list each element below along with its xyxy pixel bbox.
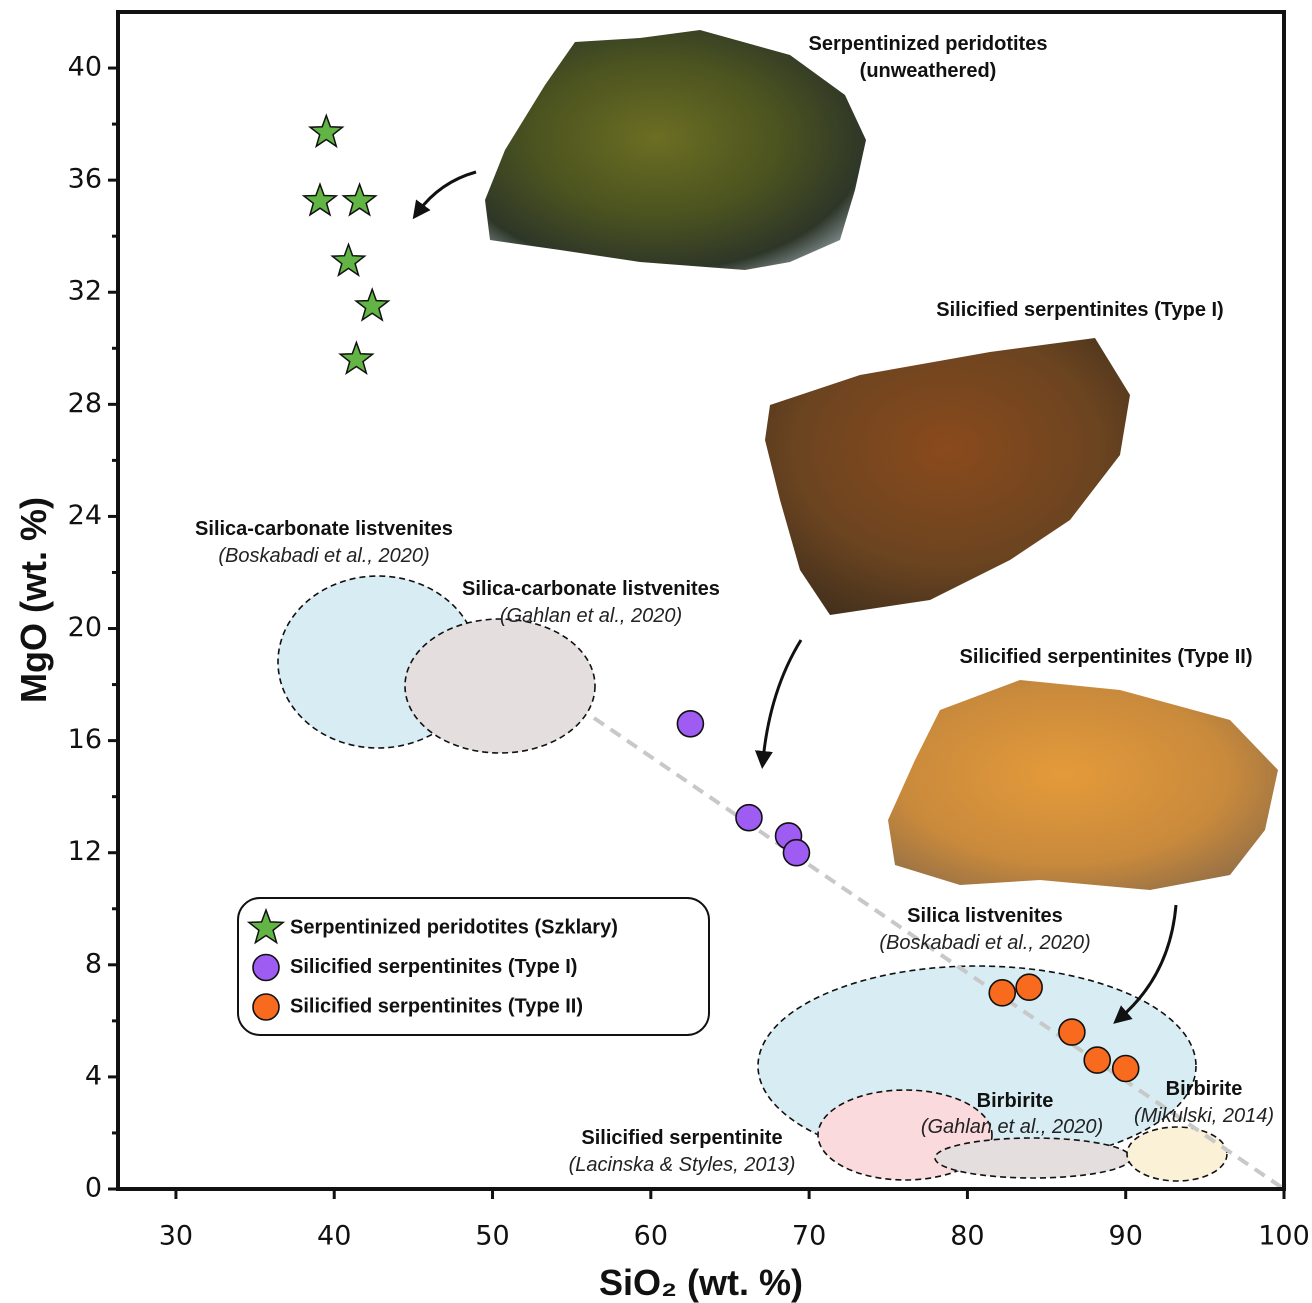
x-axis-label: SiO₂ (wt. %) bbox=[599, 1262, 803, 1303]
y-axis-label: MgO (wt. %) bbox=[13, 497, 54, 703]
chart: 30 40 50 60 70 80 90 100 0 4 8 12 16 20 24 28 32 36 40 Ser… bbox=[0, 0, 1312, 1303]
y-tick-label: 36 bbox=[68, 164, 102, 195]
annotation: (unweathered) bbox=[860, 60, 997, 82]
photo-silicified-type-i bbox=[765, 338, 1130, 615]
arrow bbox=[763, 640, 801, 760]
y-tick-label: 12 bbox=[68, 836, 102, 867]
annotation: Silica listvenites bbox=[907, 905, 1063, 927]
x-tick-label: 60 bbox=[634, 1221, 668, 1252]
circle-marker bbox=[677, 711, 703, 737]
photos bbox=[418, 30, 1278, 1018]
x-tick-label: 90 bbox=[1109, 1221, 1143, 1252]
annotation: Silicified serpentinites (Type II) bbox=[959, 646, 1252, 668]
circle-marker bbox=[1059, 1019, 1085, 1045]
star-marker bbox=[356, 289, 388, 320]
annotation-source: (Lacinska & Styles, 2013) bbox=[569, 1154, 796, 1176]
photo-serpentinized-peridotite bbox=[485, 30, 866, 270]
y-tick-label: 0 bbox=[85, 1173, 102, 1204]
y-tick-label: 40 bbox=[68, 52, 102, 83]
region-birbirite-gahlan bbox=[935, 1138, 1131, 1178]
y-tick-label: 4 bbox=[85, 1060, 102, 1091]
x-tick-label: 50 bbox=[475, 1221, 509, 1252]
star-marker bbox=[332, 244, 364, 275]
annotation: Silicified serpentinites (Type I) bbox=[936, 299, 1223, 321]
legend-marker bbox=[253, 994, 279, 1020]
region-birbirite-mikulski bbox=[1127, 1127, 1227, 1181]
annotation: Silica-carbonate listvenites bbox=[462, 578, 720, 600]
star-marker bbox=[340, 343, 372, 374]
y-tick-label: 16 bbox=[68, 724, 102, 755]
y-tick-label: 28 bbox=[68, 388, 102, 419]
annotation: Birbirite bbox=[977, 1090, 1054, 1112]
annotation-source: (Boskabadi et al., 2020) bbox=[879, 932, 1090, 954]
x-tick-label: 40 bbox=[317, 1221, 351, 1252]
star-marker bbox=[304, 184, 336, 215]
x-tick-label: 70 bbox=[792, 1221, 826, 1252]
x-tick-label: 100 bbox=[1258, 1221, 1310, 1252]
annotation-source: (Boskabadi et al., 2020) bbox=[218, 545, 429, 567]
circle-marker bbox=[989, 980, 1015, 1006]
legend-label: Serpentinized peridotites (Szklary) bbox=[290, 916, 618, 938]
x-tick-label: 80 bbox=[950, 1221, 984, 1252]
annotation-source: (Gahlan et al., 2020) bbox=[500, 605, 682, 627]
annotation: Birbirite bbox=[1166, 1078, 1243, 1100]
circle-marker bbox=[1113, 1055, 1139, 1081]
annotation: Silica-carbonate listvenites bbox=[195, 518, 453, 540]
annotation: Silicified serpentinite bbox=[581, 1127, 782, 1149]
circle-marker bbox=[783, 840, 809, 866]
legend-marker bbox=[253, 955, 279, 981]
circle-marker bbox=[1084, 1047, 1110, 1073]
photo-silicified-type-ii bbox=[888, 680, 1278, 890]
annotation: Serpentinized peridotites bbox=[809, 33, 1048, 55]
legend: Serpentinized peridotites (Szklary) Silic… bbox=[249, 910, 618, 1020]
y-tick-label: 32 bbox=[68, 276, 102, 307]
region-gahlan-listvenites bbox=[405, 619, 595, 753]
circle-marker bbox=[1016, 974, 1042, 1000]
arrow bbox=[418, 172, 476, 212]
x-tick-label: 30 bbox=[159, 1221, 193, 1252]
y-tick-label: 8 bbox=[85, 948, 102, 979]
y-tick-label: 20 bbox=[68, 612, 102, 643]
legend-label: Silicified serpentinites (Type I) bbox=[290, 956, 577, 978]
y-tick-label: 24 bbox=[68, 500, 102, 531]
legend-label: Silicified serpentinites (Type II) bbox=[290, 995, 583, 1017]
annotation-source: (Mikulski, 2014) bbox=[1134, 1105, 1274, 1127]
star-marker bbox=[310, 116, 342, 147]
annotation-source: (Gahlan et al., 2020) bbox=[921, 1116, 1103, 1138]
circle-marker bbox=[736, 805, 762, 831]
star-marker bbox=[343, 184, 375, 215]
